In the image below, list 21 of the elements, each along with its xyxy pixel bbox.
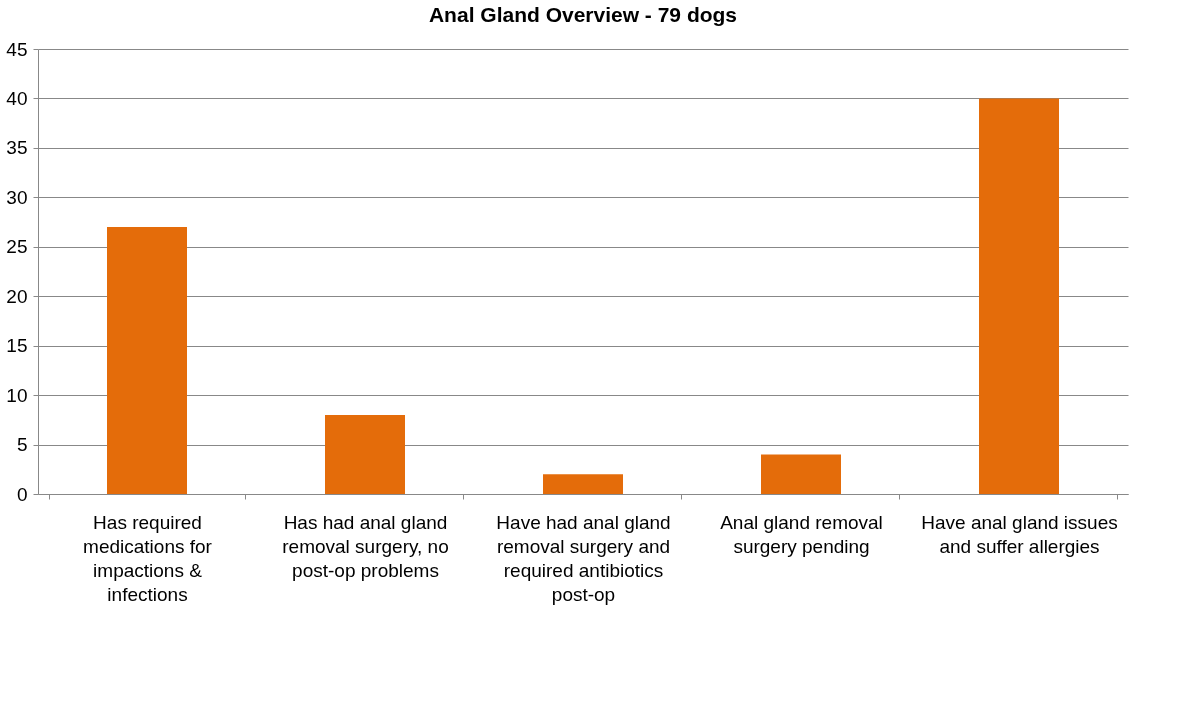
- y-tick-label: 10: [6, 384, 28, 406]
- y-tick-label: 25: [6, 236, 28, 258]
- bar: [761, 454, 841, 494]
- x-tick-label: Have had anal gland removal surgery and required antibiotics post-op: [496, 511, 671, 605]
- y-tick-label: 35: [6, 137, 28, 159]
- bar: [979, 98, 1059, 494]
- y-tick-label: 20: [6, 285, 28, 307]
- x-tick-label: Anal gland removal surgery pending: [720, 511, 883, 557]
- y-tick-label: 15: [6, 335, 28, 357]
- x-tick-label: Has required medications for impactions & infections: [83, 511, 213, 605]
- y-tick-label: 40: [6, 87, 28, 109]
- y-tick-label: 0: [16, 483, 28, 505]
- bar: [325, 414, 405, 494]
- bar: [107, 227, 187, 494]
- x-tick-label: Have anal gland issues and suffer allergies: [921, 511, 1118, 557]
- x-tick-label: Has had anal gland removal surgery, no post-op problems: [282, 511, 449, 581]
- chart-title: Anal Gland Overview - 79 dogs: [428, 3, 738, 26]
- bar: [543, 474, 623, 494]
- y-tick-label: 45: [6, 38, 28, 60]
- y-tick-label: 5: [16, 434, 28, 456]
- y-tick-label: 30: [6, 186, 28, 208]
